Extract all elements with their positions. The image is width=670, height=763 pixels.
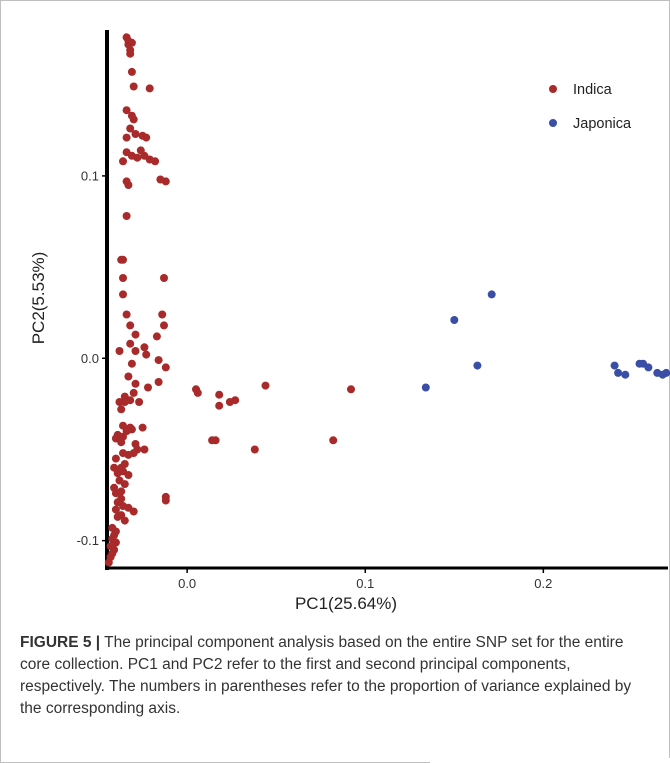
indica-point [138,423,147,432]
japonica-point [662,368,670,377]
y-tick-label: 0.0 [81,351,99,366]
japonica-legend-label: Japonica [573,116,632,132]
indica-point [120,516,129,525]
japonica-point [421,383,430,392]
indica-point [129,82,138,91]
legend: Indica Japonica [549,82,632,132]
indica-point [154,356,163,365]
x-axis-label: PC1(25.64%) [295,594,397,613]
indica-point [111,454,120,463]
indica-point [154,378,163,386]
indica-point [144,383,152,392]
indica-point [142,133,151,142]
japonica-point [644,363,653,372]
indica-point [151,157,160,166]
indica-point [119,157,127,166]
indica-point [124,450,133,459]
indica-point [120,480,129,489]
japonica-point [610,361,619,370]
indica-point [142,350,151,359]
indica-point [127,67,136,76]
pca-scatter-plot: 0.0 0.1 0.2 -0.1 0.0 0.1 Indica Japonica PC1(2… [29,30,670,613]
indica-legend-marker [549,85,557,93]
indica-point [117,405,126,414]
indica-point [215,401,224,410]
indica-point [161,177,170,186]
indica-point [158,310,167,319]
japonica-point [487,290,496,299]
indica-point [111,505,120,514]
japonica-point [621,370,630,379]
indica-point [124,181,133,189]
indica-point [161,496,170,505]
indica-point [126,339,135,348]
indica-point [140,445,149,454]
indica-point [250,445,259,454]
indica-point [124,471,133,479]
indica-point [161,363,170,372]
indica-point [231,396,240,405]
indica-point [131,347,140,355]
indica-point [122,133,131,142]
indica-point [129,115,138,124]
indica-point [115,347,124,355]
indica-point [347,385,355,394]
x-tick-label: 0.1 [356,576,374,591]
indica-point [113,469,122,478]
y-tick-label: -0.1 [77,533,99,548]
indica-point [127,359,136,368]
indica-point [113,512,122,521]
frame-gap [430,758,670,763]
indica-point [126,321,135,330]
indica-point [127,38,136,47]
indica-point [111,489,120,498]
japonica-point [450,316,459,324]
indica-point [211,436,220,445]
indica-point [126,124,135,133]
indica-point [127,425,136,434]
indica-point [145,84,154,93]
caption-text: The principal component analysis based o… [20,634,632,717]
indica-point [122,106,131,115]
indica-legend-label: Indica [573,82,613,98]
axes: 0.0 0.1 0.2 -0.1 0.0 0.1 [77,30,668,591]
y-axis-label: PC2(5.53%) [29,252,48,345]
indica-point [119,255,127,264]
indica-point [152,332,161,341]
y-tick-label: 0.1 [81,168,99,183]
indica-point [329,436,338,445]
japonica-legend-marker [549,119,557,127]
indica-point [119,274,127,282]
indica-point [129,388,138,397]
indica-point [131,130,140,138]
indica-point [131,379,140,388]
figure-caption: FIGURE 5 | The principal component analy… [20,632,656,720]
indica-point [129,507,138,516]
x-tick-label: 0.0 [178,576,196,591]
indica-point [122,212,131,220]
indica-point [261,381,270,390]
indica-point [119,290,127,299]
x-tick-label: 0.2 [534,576,552,591]
indica-point [117,438,126,447]
data-points [104,33,670,567]
indica-point [122,310,131,319]
indica-point [104,558,113,567]
indica-point [160,321,168,330]
indica-point [215,390,224,399]
japonica-point [614,368,623,377]
figure-label: FIGURE 5 | [20,634,101,651]
indica-point [140,343,149,352]
japonica-point [473,361,482,370]
indica-point [120,398,129,406]
indica-point [160,274,168,282]
indica-point [126,49,135,58]
indica-point [193,388,202,397]
indica-point [124,372,133,381]
indica-point [135,398,144,406]
indica-point [133,153,142,162]
indica-point [131,330,140,339]
